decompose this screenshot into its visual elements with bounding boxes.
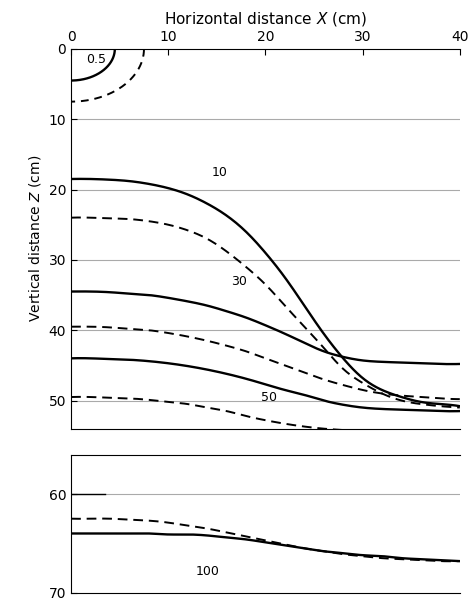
Text: 30: 30: [231, 275, 247, 288]
Text: 10: 10: [212, 166, 228, 179]
Text: 0.5: 0.5: [86, 54, 106, 67]
Text: 50: 50: [261, 391, 277, 404]
X-axis label: Horizontal distance $X$ (cm): Horizontal distance $X$ (cm): [164, 10, 367, 27]
Y-axis label: Vertical distance $Z$ (cm): Vertical distance $Z$ (cm): [27, 155, 43, 323]
Text: 100: 100: [195, 565, 219, 578]
